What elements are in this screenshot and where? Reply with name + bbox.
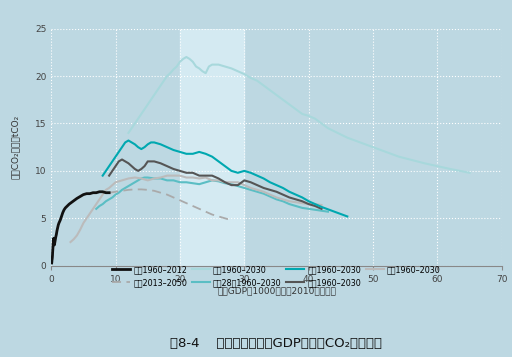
- Text: 图8-4    主要经济体人均GDP和人均CO₂排放轨迹: 图8-4 主要经济体人均GDP和人均CO₂排放轨迹: [170, 337, 382, 350]
- X-axis label: 人均GDP，1000美元，2010年不变价: 人均GDP，1000美元，2010年不变价: [217, 287, 336, 296]
- Bar: [180, 29, 244, 266]
- Y-axis label: 人均CO₂排放，tCO₂: 人均CO₂排放，tCO₂: [11, 115, 19, 179]
- Legend: 中国1960–2012, 中国2013–2050, 美国1960–2030, 欧盟28国1960–2030, 德国1960–2030, 英国1960–2030,: 中国1960–2012, 中国2013–2050, 美国1960–2030, 欧…: [112, 265, 441, 287]
